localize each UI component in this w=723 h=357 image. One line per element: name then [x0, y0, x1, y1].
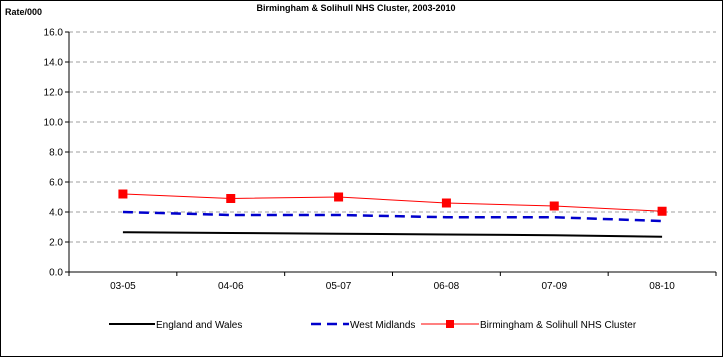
x-tick-label: 05-07	[326, 281, 352, 292]
data-point	[118, 189, 128, 199]
data-point	[441, 198, 451, 208]
x-tick-label: 06-08	[434, 281, 460, 292]
y-axis-label: Rate/000	[5, 7, 42, 17]
y-tick-label: 6.0	[49, 178, 63, 189]
legend-marker	[446, 320, 454, 328]
x-tick-label: 04-06	[218, 281, 244, 292]
data-point	[334, 192, 344, 202]
x-tick-label: 07-09	[541, 281, 567, 292]
legend-label: Birmingham & Solihull NHS Cluster	[480, 320, 637, 331]
y-tick-label: 14.0	[44, 58, 64, 69]
y-tick-label: 4.0	[49, 208, 63, 219]
y-tick-label: 0.0	[49, 268, 63, 279]
series-line	[122, 231, 663, 238]
y-tick-label: 16.0	[44, 28, 64, 39]
axes	[65, 31, 717, 276]
series-line	[122, 210, 663, 223]
data-point	[549, 201, 559, 211]
gridlines	[69, 31, 716, 243]
legend-label: West Midlands	[350, 320, 415, 331]
y-tick-label: 8.0	[49, 148, 63, 159]
data-point	[657, 206, 667, 216]
y-tick-label: 12.0	[44, 88, 64, 99]
chart-title: Birmingham & Solihull NHS Cluster, 2003-…	[256, 3, 455, 13]
y-tick-label: 10.0	[44, 118, 64, 129]
series	[118, 189, 667, 238]
y-tick-labels: 0.0 2.0 4.0 6.0 8.0 10.0 12.0 14.0 16.0	[44, 28, 64, 279]
y-tick-label: 2.0	[49, 238, 63, 249]
legend: England and Wales West Midlands Birmingham…	[109, 320, 637, 331]
x-tick-label: 08-10	[649, 281, 675, 292]
series-line	[122, 193, 663, 212]
data-point	[226, 194, 236, 203]
x-tick-labels: 03-05 04-06 05-07 06-08 07-09 08-10	[110, 281, 675, 292]
legend-label: England and Wales	[156, 320, 242, 331]
x-tick-label: 03-05	[110, 281, 136, 292]
